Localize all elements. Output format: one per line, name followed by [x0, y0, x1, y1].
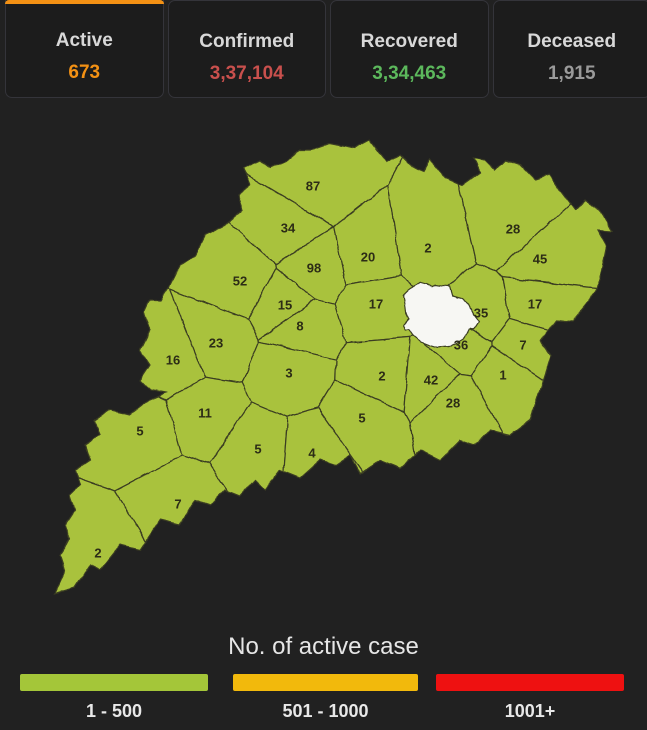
svg-text:98: 98 — [307, 261, 321, 276]
svg-text:23: 23 — [209, 336, 223, 351]
svg-text:11: 11 — [198, 406, 212, 421]
svg-text:17: 17 — [369, 297, 383, 312]
svg-text:34: 34 — [281, 221, 296, 236]
svg-text:1: 1 — [499, 368, 506, 383]
svg-text:2: 2 — [424, 241, 431, 256]
svg-text:5: 5 — [136, 424, 143, 439]
svg-text:28: 28 — [506, 222, 520, 237]
svg-text:7: 7 — [174, 497, 181, 512]
svg-text:20: 20 — [361, 250, 375, 265]
svg-text:35: 35 — [474, 306, 488, 321]
svg-text:36: 36 — [454, 338, 468, 353]
svg-text:28: 28 — [446, 396, 460, 411]
svg-text:15: 15 — [278, 298, 292, 313]
svg-text:2: 2 — [94, 546, 101, 561]
svg-text:42: 42 — [424, 373, 438, 388]
svg-text:8: 8 — [296, 319, 303, 334]
svg-text:16: 16 — [166, 353, 180, 368]
svg-text:17: 17 — [528, 297, 542, 312]
svg-text:45: 45 — [533, 252, 547, 267]
svg-text:4: 4 — [308, 446, 316, 461]
svg-text:5: 5 — [358, 411, 365, 426]
svg-text:5: 5 — [254, 442, 261, 457]
svg-text:87: 87 — [306, 179, 320, 194]
svg-text:7: 7 — [519, 338, 526, 353]
svg-text:52: 52 — [233, 274, 247, 289]
svg-text:3: 3 — [285, 366, 292, 381]
svg-text:2: 2 — [378, 369, 385, 384]
